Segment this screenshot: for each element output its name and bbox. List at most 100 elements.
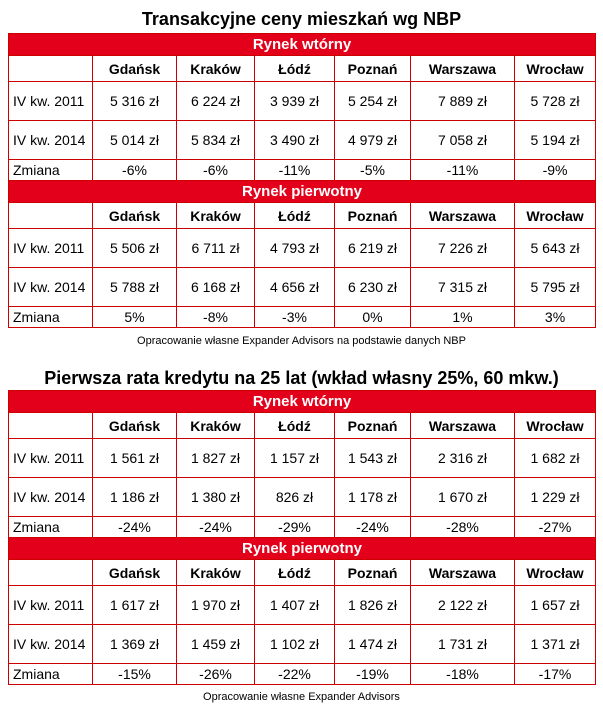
row-label: IV kw. 2011 [8, 585, 93, 625]
cell: -24% [92, 516, 177, 538]
table-row: IV kw. 2014 1 186 zł 1 380 zł 826 zł 1 1… [8, 477, 597, 517]
table-row: IV kw. 2014 5 014 zł 5 834 zł 3 490 zł 4… [8, 120, 597, 160]
cell: 5 194 zł [513, 120, 597, 160]
cell: 1 178 zł [334, 477, 411, 517]
cell: 5 788 zł [92, 267, 177, 307]
header-city: Łódź [254, 559, 335, 586]
row-label: IV kw. 2011 [8, 438, 93, 478]
header-city: Kraków [176, 55, 255, 82]
cell: 6 224 zł [176, 81, 255, 121]
cell: 1 102 zł [254, 624, 335, 664]
row-label: Zmiana [8, 516, 93, 538]
cell: 6 168 zł [176, 267, 255, 307]
cell: 7 226 zł [410, 228, 515, 268]
change-row: Zmiana -15% -26% -22% -19% -18% -17% [8, 663, 597, 685]
cell: 5 795 zł [513, 267, 597, 307]
row-label: IV kw. 2014 [8, 624, 93, 664]
table2-source: Opracowanie własne Expander Advisors [203, 691, 400, 703]
change-row: Zmiana -6% -6% -11% -5% -11% -9% [8, 159, 597, 181]
section-primary: Rynek pierwotny Gdańsk Kraków Łódź Pozna… [7, 537, 597, 685]
cell: 6 711 zł [176, 228, 255, 268]
loan-table: Rynek wtórny Gdańsk Kraków Łódź Poznań W… [7, 390, 597, 685]
row-label: IV kw. 2011 [8, 81, 93, 121]
header-blank [8, 412, 93, 439]
cell: 1 186 zł [92, 477, 177, 517]
cell: 3% [513, 306, 597, 328]
header-city: Gdańsk [92, 55, 177, 82]
cell: 1 371 zł [513, 624, 597, 664]
cell: -17% [513, 663, 597, 685]
header-city: Kraków [176, 559, 255, 586]
cell: 1 657 zł [513, 585, 597, 625]
cell: 1 682 zł [513, 438, 597, 478]
cell: 3 939 zł [254, 81, 335, 121]
cell: 7 889 zł [410, 81, 515, 121]
header-city: Wrocław [513, 202, 597, 229]
cell: 826 zł [254, 477, 335, 517]
cell: -6% [92, 159, 177, 181]
header-city: Kraków [176, 202, 255, 229]
header-city: Warszawa [410, 559, 515, 586]
table-row: IV kw. 2011 1 561 zł 1 827 zł 1 157 zł 1… [8, 438, 597, 478]
cell: 2 122 zł [410, 585, 515, 625]
row-label: Zmiana [8, 306, 93, 328]
table2-title: Pierwsza rata kredytu na 25 lat (wkład w… [44, 368, 559, 388]
cell: 1 617 zł [92, 585, 177, 625]
cell: 4 979 zł [334, 120, 411, 160]
cell: 5 728 zł [513, 81, 597, 121]
cell: 5 834 zł [176, 120, 255, 160]
cell: 1 670 zł [410, 477, 515, 517]
cell: -24% [334, 516, 411, 538]
row-label: Zmiana [8, 159, 93, 181]
cell: 1 731 zł [410, 624, 515, 664]
header-city: Gdańsk [92, 559, 177, 586]
row-label: IV kw. 2011 [8, 228, 93, 268]
cell: -6% [176, 159, 255, 181]
section-title: Rynek pierwotny [7, 180, 597, 203]
table-row: IV kw. 2011 5 506 zł 6 711 zł 4 793 zł 6… [8, 228, 597, 268]
cell: -28% [410, 516, 515, 538]
cell: 5 316 zł [92, 81, 177, 121]
cell: -26% [176, 663, 255, 685]
cell: -15% [92, 663, 177, 685]
cell: 5 506 zł [92, 228, 177, 268]
header-city: Łódź [254, 202, 335, 229]
header-city: Wrocław [513, 412, 597, 439]
cell: -9% [513, 159, 597, 181]
cell: 1 459 zł [176, 624, 255, 664]
cell: 7 315 zł [410, 267, 515, 307]
cell: 4 793 zł [254, 228, 335, 268]
cell: 1 474 zł [334, 624, 411, 664]
table-row: IV kw. 2014 5 788 zł 6 168 zł 4 656 zł 6… [8, 267, 597, 307]
section-primary: Rynek pierwotny Gdańsk Kraków Łódź Pozna… [7, 180, 597, 328]
cell: 1 826 zł [334, 585, 411, 625]
section-title: Rynek pierwotny [7, 537, 597, 560]
header-city: Poznań [334, 55, 411, 82]
row-label: IV kw. 2014 [8, 120, 93, 160]
cell: 0% [334, 306, 411, 328]
cell: 4 656 zł [254, 267, 335, 307]
section-title: Rynek wtórny [7, 33, 597, 56]
cell: 6 230 zł [334, 267, 411, 307]
header-blank [8, 55, 93, 82]
cell: 1 380 zł [176, 477, 255, 517]
cell: -11% [410, 159, 515, 181]
header-city: Warszawa [410, 202, 515, 229]
cell: 1 970 zł [176, 585, 255, 625]
header-city: Wrocław [513, 55, 597, 82]
cell: -19% [334, 663, 411, 685]
header-city: Łódź [254, 412, 335, 439]
cell: -5% [334, 159, 411, 181]
cell: -22% [254, 663, 335, 685]
cell: -29% [254, 516, 335, 538]
header-city: Gdańsk [92, 202, 177, 229]
cell: -3% [254, 306, 335, 328]
section-secondary: Rynek wtórny Gdańsk Kraków Łódź Poznań W… [7, 390, 597, 538]
cell: 1% [410, 306, 515, 328]
header-city: Kraków [176, 412, 255, 439]
header-city: Łódź [254, 55, 335, 82]
cell: 5% [92, 306, 177, 328]
header-blank [8, 202, 93, 229]
header-city: Warszawa [410, 412, 515, 439]
row-label: IV kw. 2014 [8, 477, 93, 517]
